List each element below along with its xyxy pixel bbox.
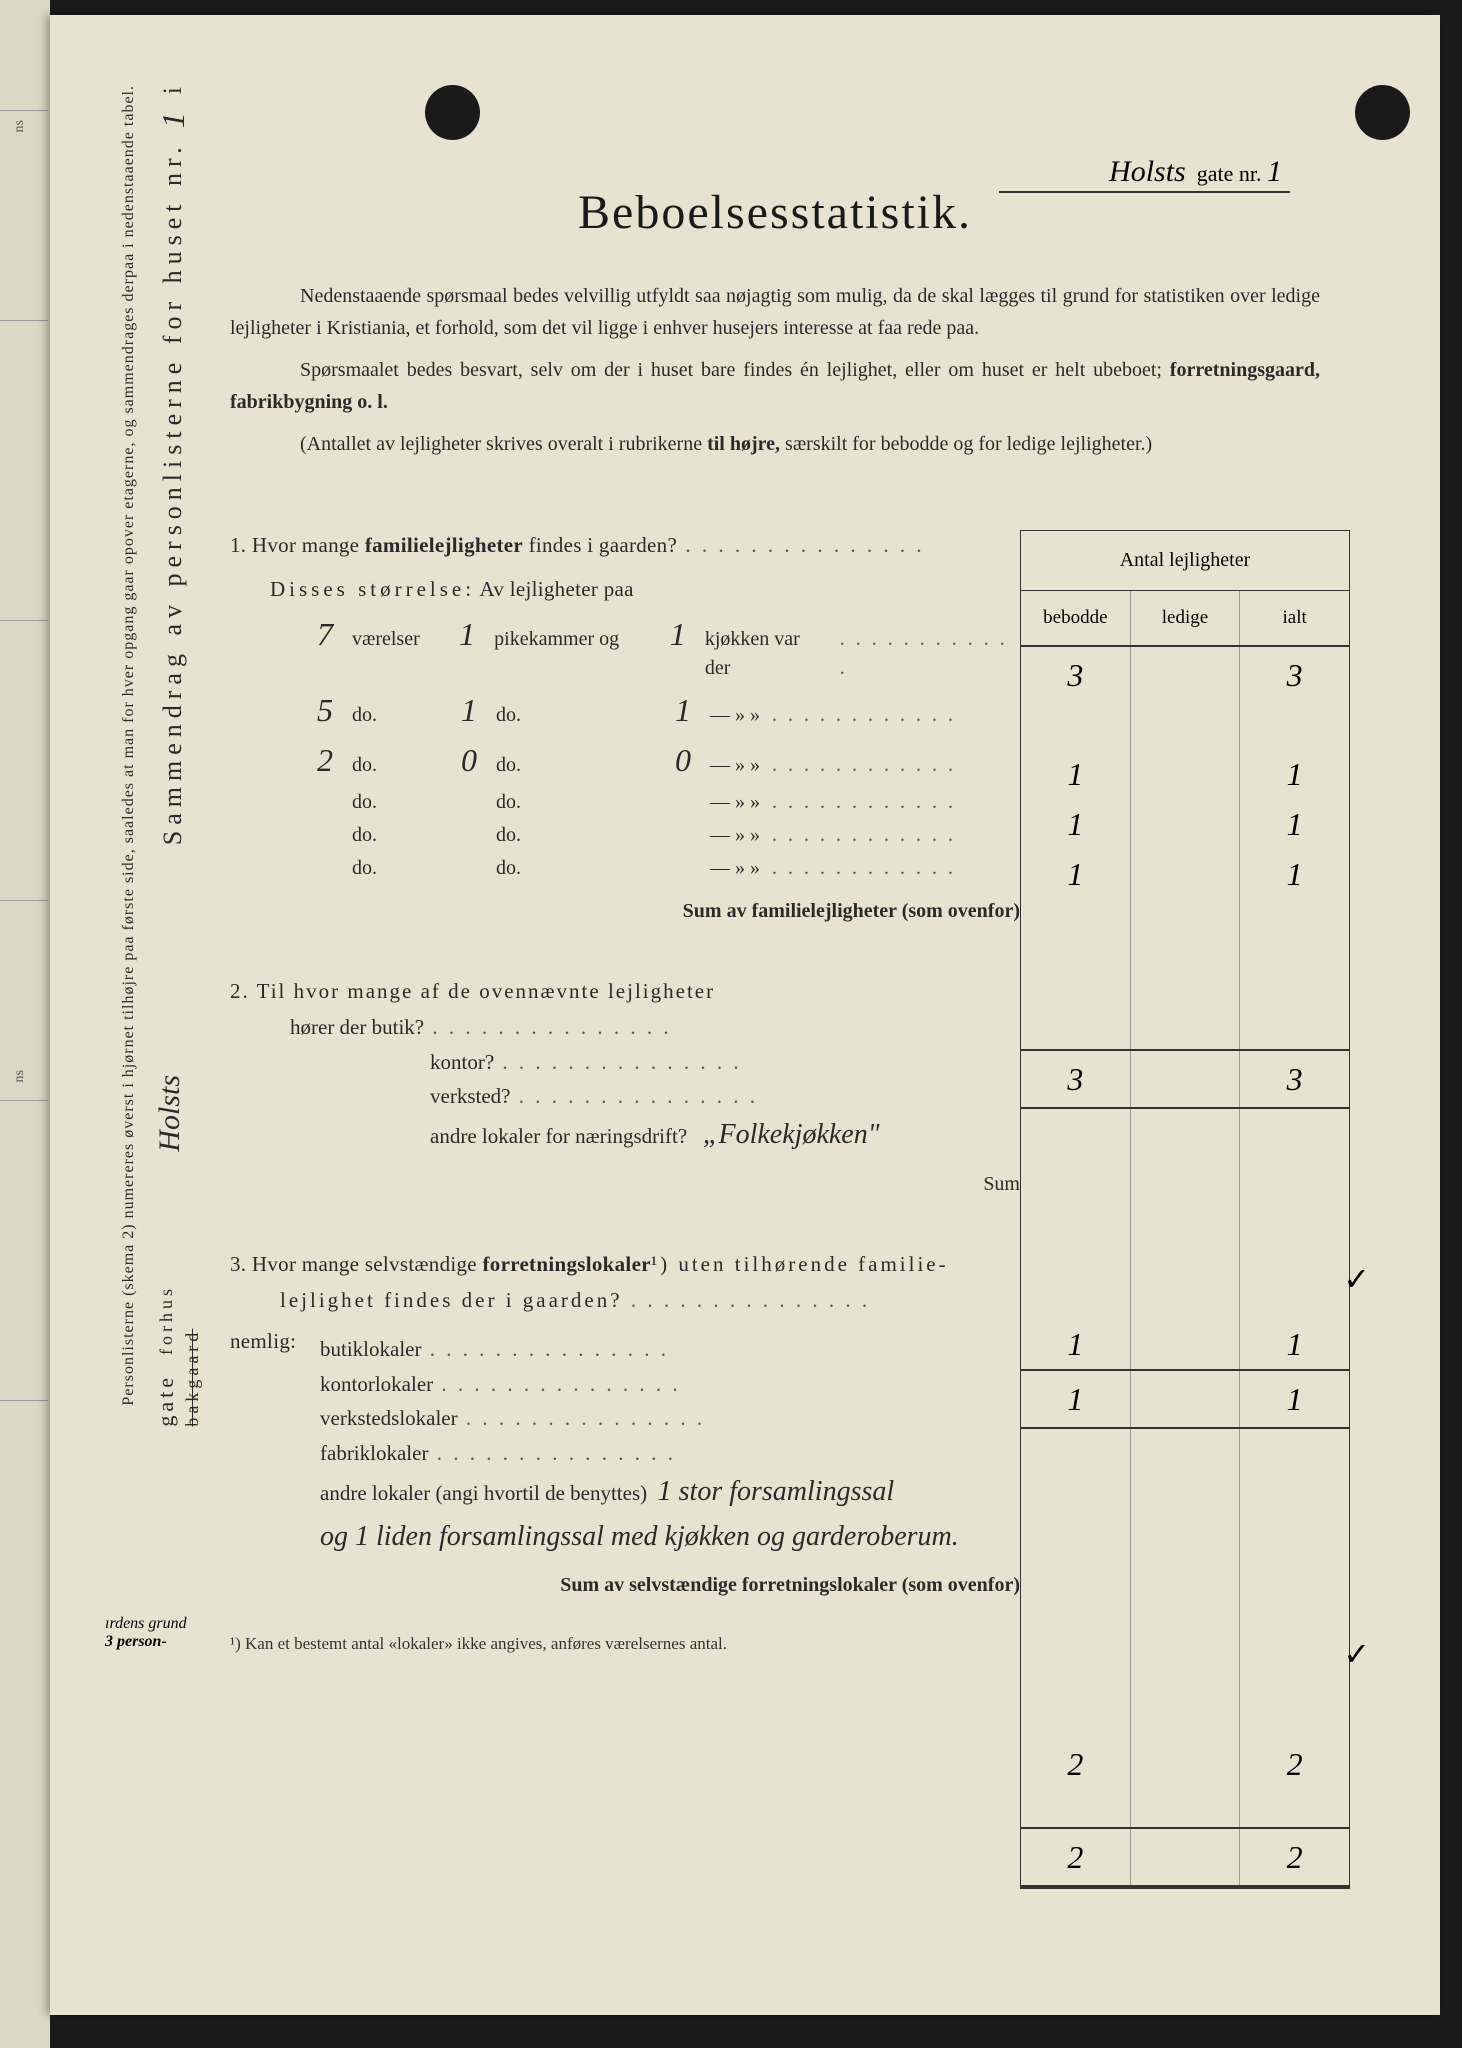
- q1-size-row: do.do.— » »: [310, 821, 1020, 850]
- table-row: [1021, 1689, 1349, 1739]
- table-row: 11: [1021, 1319, 1349, 1369]
- q2-sub-line: hører der butik?: [290, 1012, 1020, 1042]
- q3-other-handwritten-1: 1 stor forsamlingssal: [658, 1476, 895, 1507]
- table-row: [1021, 899, 1349, 949]
- q2-sub-line: verksted?: [430, 1081, 1020, 1111]
- q1-size-row: 7værelser1pikekammer og1kjøkken var der: [310, 611, 1020, 683]
- gate-number-handwritten: 1: [1267, 155, 1282, 188]
- question-3: 3. Hvor mange selvstændige forretningslo…: [230, 1249, 1020, 1600]
- table-row: [1021, 1639, 1349, 1689]
- left-binding-edge: ns ns: [0, 0, 50, 2048]
- q1-sum-label: Sum av familielejligheter (som ovenfor): [230, 897, 1020, 926]
- table-row: 22: [1021, 1739, 1349, 1789]
- table-row: 11: [1021, 849, 1349, 899]
- table-row: 22: [1021, 1827, 1349, 1887]
- question-1: 1. Hvor mange familielejligheter findes …: [230, 530, 1020, 926]
- q1-size-row: 5do.1do.1— » »: [310, 687, 1020, 733]
- punch-hole: [1355, 85, 1410, 140]
- sidebar-bottom-annotation: ırdens grund 3 person-: [105, 1615, 187, 1651]
- table-row: 11: [1021, 749, 1349, 799]
- sidebar-instructions: Personlisterne (skema 2) numereres øvers…: [120, 85, 138, 1406]
- count-table: Antal lejligheter bebodde ledige ialt 33…: [1020, 530, 1350, 1889]
- q1-size-row: do.do.— » »: [310, 854, 1020, 883]
- checkmark: ✓: [1343, 1260, 1370, 1298]
- table-row: [1021, 1219, 1349, 1269]
- intro-paragraph-2: Spørsmaalet bedes besvart, selv om der i…: [230, 354, 1320, 418]
- q3-sub-line: verkstedslokaler: [320, 1403, 1020, 1433]
- sidebar-gate-label: gate forhusbakgaard: [153, 1285, 205, 1427]
- intro-paragraph-1: Nedenstaaende spørsmaal bedes velvillig …: [230, 280, 1320, 344]
- table-header-top: Antal lejligheter: [1020, 530, 1350, 590]
- sidebar-vertical-text: Personlisterne (skema 2) numereres øvers…: [105, 85, 205, 1735]
- checkmark: ✓: [1343, 1635, 1370, 1673]
- table-row: 11: [1021, 799, 1349, 849]
- table-row: 11: [1021, 1369, 1349, 1429]
- question-2: 2. Til hvor mange af de ovennævnte lejli…: [230, 976, 1020, 1199]
- table-header-cols: bebodde ledige ialt: [1020, 590, 1350, 647]
- q2-sub-line: kontor?: [430, 1047, 1020, 1077]
- table-row: [1021, 1169, 1349, 1219]
- q1-size-row: do.do.— » »: [310, 788, 1020, 817]
- q3-sub-line: butiklokaler: [320, 1334, 1020, 1364]
- q1-size-row: 2do.0do.0— » »: [310, 737, 1020, 783]
- table-row: [1021, 1539, 1349, 1589]
- sidebar-street-handwritten: Holsts: [153, 1075, 187, 1152]
- table-row: [1021, 999, 1349, 1049]
- footnote: ¹) Kan et bestemt antal «lokaler» ikke a…: [230, 1632, 1020, 1657]
- q2-sum-label: Sum: [230, 1170, 1020, 1199]
- intro-paragraph-3: (Antallet av lejligheter skrives overalt…: [230, 428, 1320, 460]
- q2-sub-line: andre lokaler for næringsdrift? „Folkekj…: [430, 1115, 1020, 1156]
- street-name-handwritten: Holsts: [1109, 155, 1186, 188]
- q3-sub-line: kontorlokaler: [320, 1369, 1020, 1399]
- q3-other-handwritten-2: og 1 liden forsamlingssal med kjøkken og…: [320, 1521, 959, 1552]
- punch-hole: [425, 85, 480, 140]
- table-row: [1021, 1269, 1349, 1319]
- document-title: Beboelsesstatistik.: [230, 185, 1320, 240]
- q3-sub-line: fabriklokaler: [320, 1438, 1020, 1468]
- table-row: [1021, 949, 1349, 999]
- table-row: [1021, 1589, 1349, 1639]
- q3-sum-label: Sum av selvstændige forretningslokaler (…: [230, 1571, 1020, 1600]
- sidebar-title: Sammendrag av personlisterne for huset n…: [155, 85, 192, 845]
- table-row: 33: [1021, 647, 1349, 703]
- document-page: Personlisterne (skema 2) numereres øvers…: [50, 15, 1440, 2015]
- header-street-field: Holsts gate nr. 1: [999, 155, 1290, 193]
- table-row: 33: [1021, 1049, 1349, 1109]
